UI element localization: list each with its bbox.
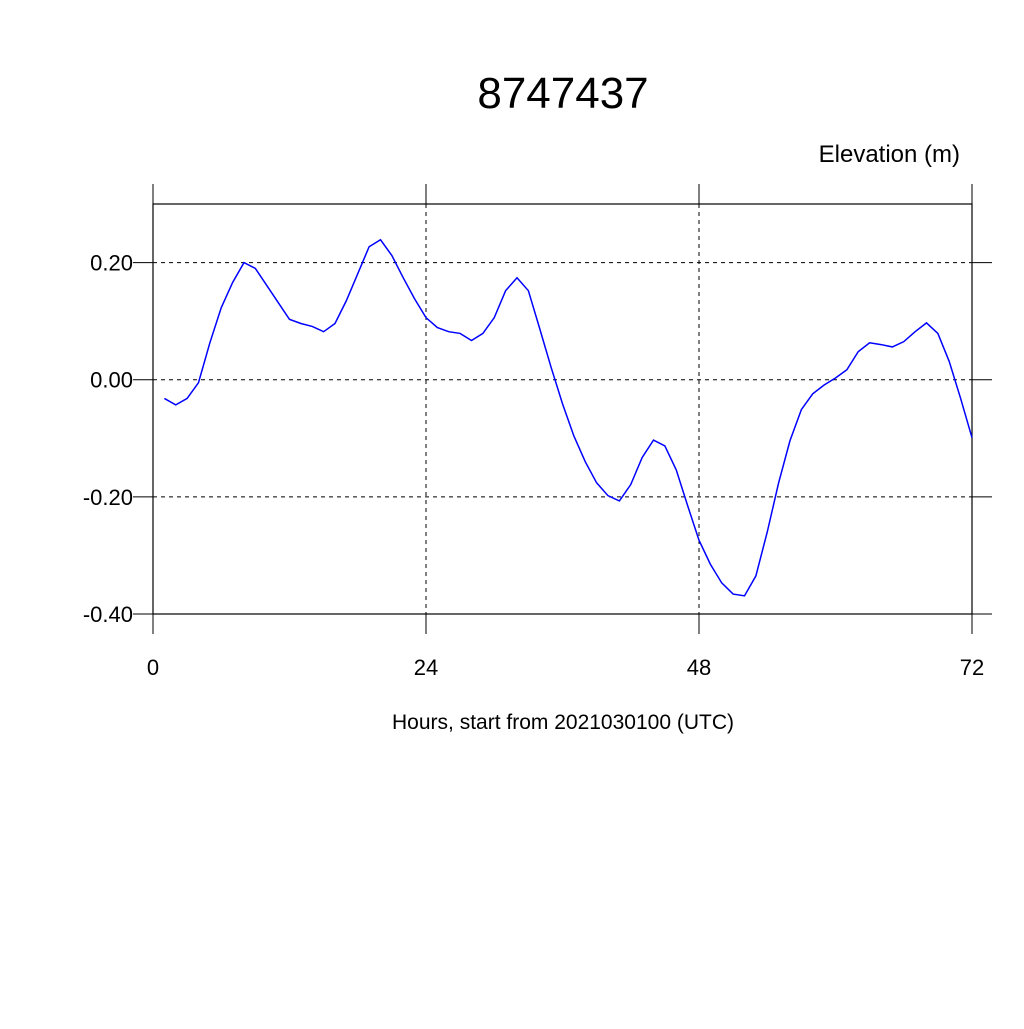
y-tick-label: -0.40 xyxy=(83,602,133,627)
line-series xyxy=(164,238,973,597)
x-axis-label: Hours, start from 2021030100 (UTC) xyxy=(392,711,734,734)
y-tick-label: -0.20 xyxy=(83,485,133,510)
y-tick-label: 0.20 xyxy=(90,251,133,276)
x-tick-label: 48 xyxy=(687,655,711,680)
y-axis-label: Elevation (m) xyxy=(819,141,960,168)
y-tick-label: 0.00 xyxy=(90,368,133,393)
x-tick-label: 72 xyxy=(960,655,984,680)
x-tick-label: 0 xyxy=(147,655,159,680)
chart-title: 8747437 xyxy=(477,69,648,118)
x-tick-label: 24 xyxy=(414,655,438,680)
